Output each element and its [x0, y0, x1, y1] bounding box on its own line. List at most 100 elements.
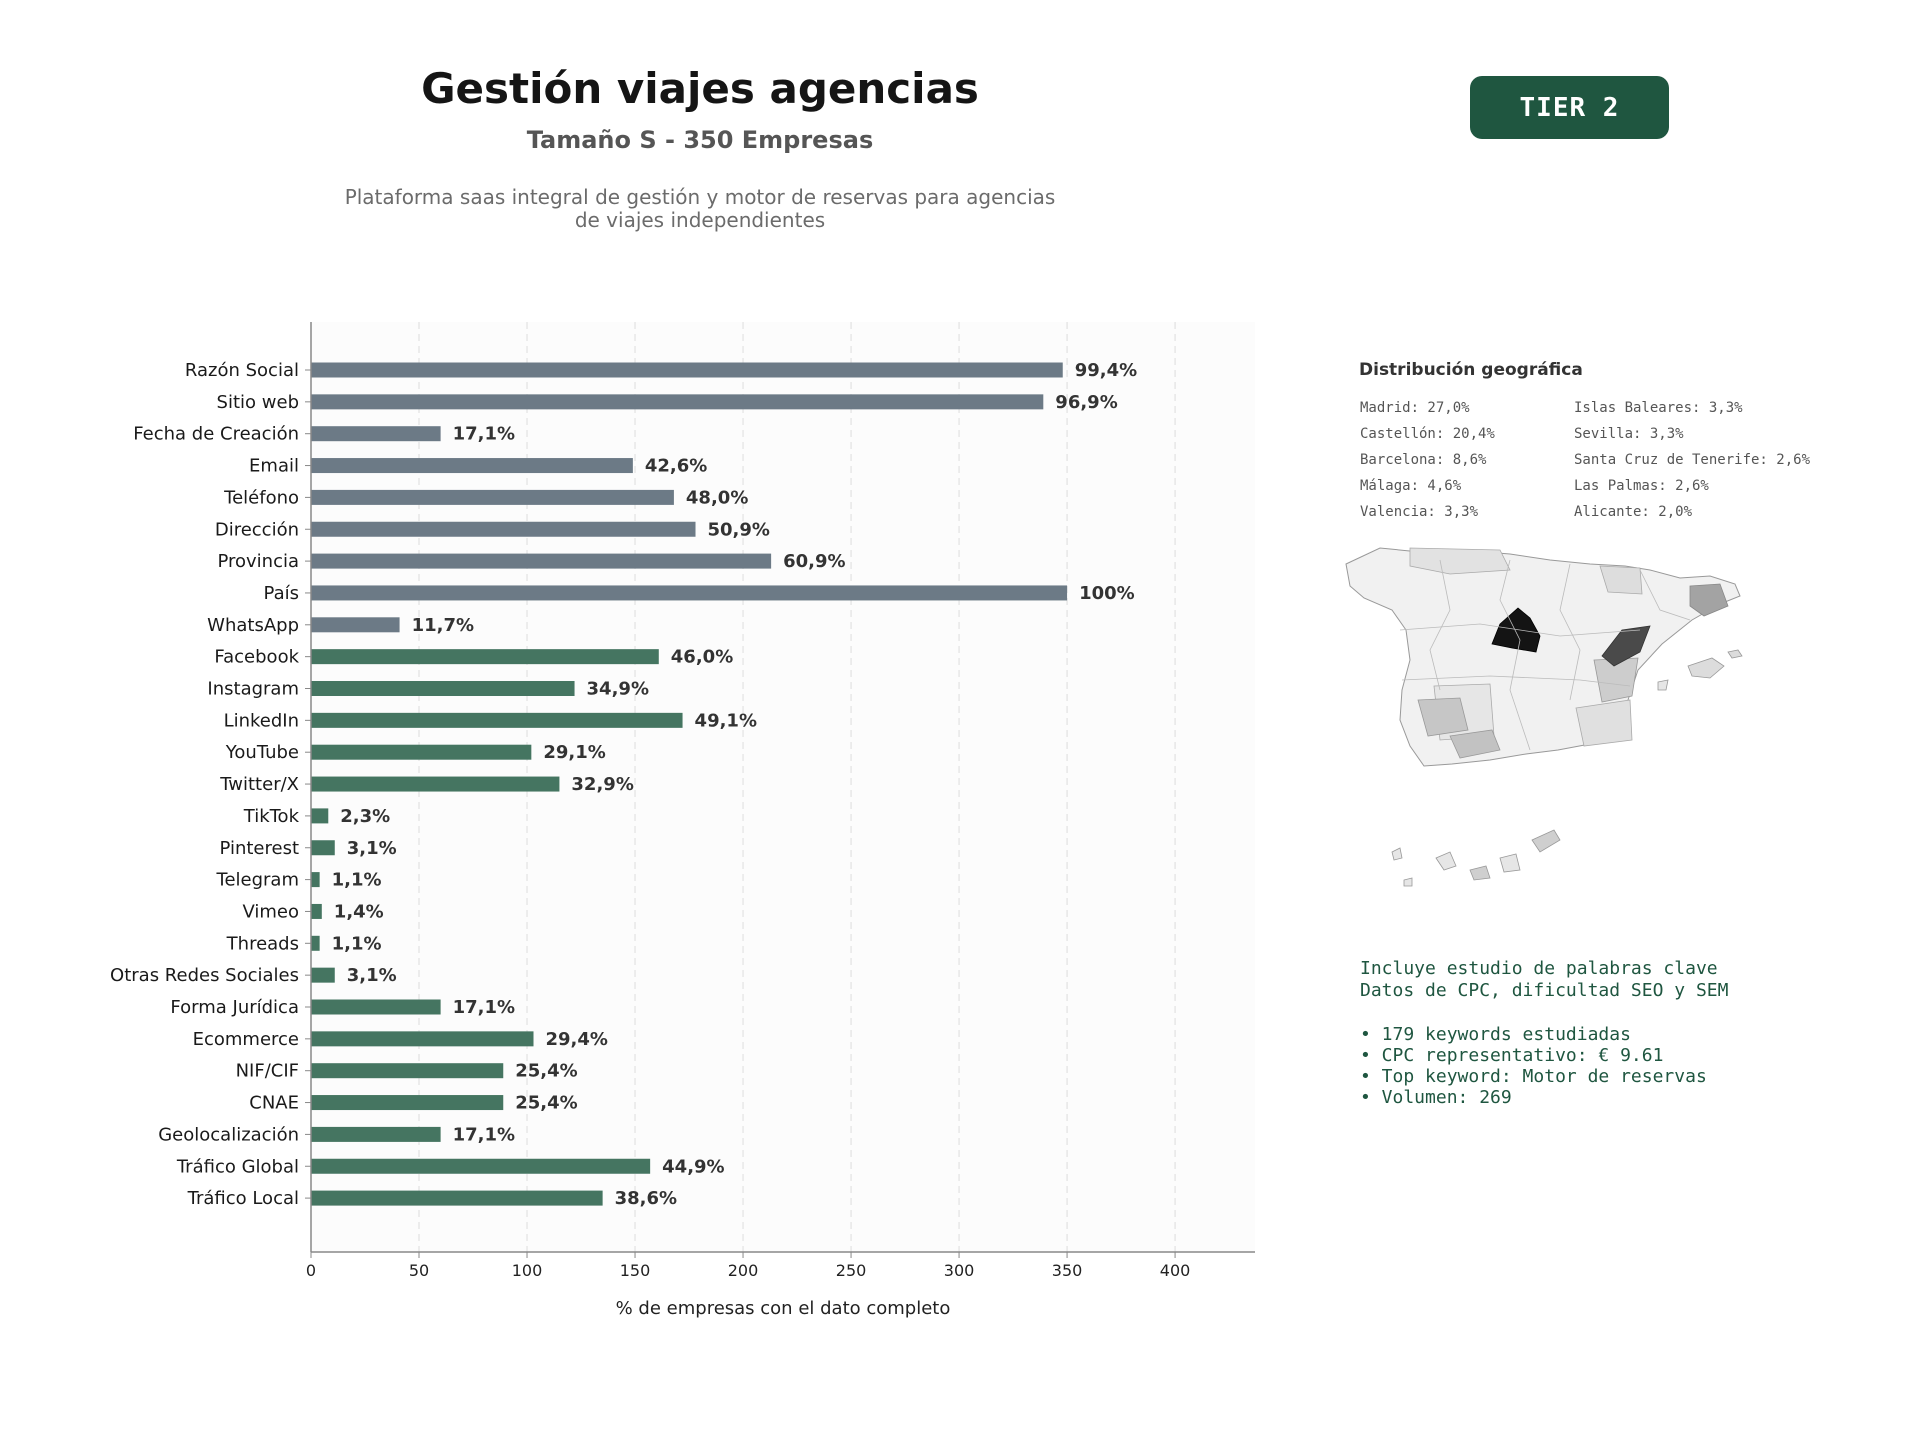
bar — [311, 776, 560, 792]
description: Plataforma saas integral de gestión y mo… — [310, 186, 1090, 232]
data-label: 1,4% — [334, 901, 384, 922]
data-label: 99,4% — [1075, 360, 1137, 381]
bar — [311, 999, 441, 1015]
keywords-bullet: • 179 keywords estudiadas — [1360, 1024, 1631, 1045]
x-tick-label: 250 — [836, 1261, 867, 1280]
data-label: 100% — [1079, 583, 1135, 604]
keywords-line-1: Incluye estudio de palabras clave — [1360, 958, 1718, 979]
category-label: Facebook — [214, 647, 299, 668]
geo-item: Sevilla: 3,3% — [1574, 426, 1684, 442]
category-label: YouTube — [225, 742, 299, 763]
data-label: 38,6% — [615, 1188, 677, 1209]
category-label: Fecha de Creación — [133, 424, 299, 445]
bar — [311, 458, 633, 474]
map-region-canarias — [1435, 851, 1457, 871]
data-label: 44,9% — [662, 1156, 724, 1177]
x-tick-label: 350 — [1052, 1261, 1083, 1280]
map-islet — [1391, 847, 1403, 861]
geo-item: Las Palmas: 2,6% — [1574, 478, 1709, 494]
data-label: 48,0% — [686, 487, 748, 508]
map-region-sevilla — [1417, 697, 1469, 737]
tier-badge: TIER 2 — [1470, 76, 1669, 139]
bar — [311, 1158, 651, 1174]
geo-item: Valencia: 3,3% — [1360, 504, 1479, 520]
data-label: 96,9% — [1055, 392, 1117, 413]
map-borders — [1399, 559, 1691, 751]
map-region-light — [1409, 547, 1511, 575]
bar — [311, 744, 532, 760]
data-label: 1,1% — [332, 933, 382, 954]
x-tick-label: 200 — [728, 1261, 759, 1280]
data-label: 11,7% — [412, 615, 474, 636]
category-label: País — [264, 583, 299, 604]
bar — [311, 1063, 504, 1079]
bar — [311, 649, 659, 665]
geo-item: Islas Baleares: 3,3% — [1574, 400, 1743, 416]
bar — [311, 712, 683, 728]
category-label: Ecommerce — [193, 1029, 299, 1050]
category-label: Teléfono — [223, 487, 299, 508]
data-label: 60,9% — [783, 551, 845, 572]
category-label: CNAE — [249, 1093, 299, 1114]
bar — [311, 362, 1063, 378]
map-region-light — [1599, 565, 1643, 595]
data-label: 1,1% — [332, 870, 382, 891]
x-tick-label: 0 — [306, 1261, 316, 1280]
x-tick-label: 50 — [409, 1261, 429, 1280]
page-subtitle: Tamaño S - 350 Empresas — [526, 126, 874, 154]
data-label: 34,9% — [587, 679, 649, 700]
category-label: Geolocalización — [158, 1124, 299, 1145]
bar — [311, 872, 320, 888]
category-label: Dirección — [215, 519, 299, 540]
bar — [311, 553, 772, 569]
bar — [311, 967, 335, 983]
map-region-castellon — [1601, 625, 1651, 667]
bar-layer: 99,4% 96,9% 17,1% 42,6% 48,0% 50,9% 60,9% 100% 1… — [311, 360, 1137, 1209]
category-label: Instagram — [207, 679, 299, 700]
description-line-2: de viajes independientes — [574, 208, 826, 232]
map-islet — [1403, 877, 1413, 887]
bar — [311, 808, 329, 824]
bar-chart: 99,4% 96,9% 17,1% 42,6% 48,0% 50,9% 60,9% 100% 1… — [110, 322, 1255, 1319]
data-label: 3,1% — [347, 965, 397, 986]
spain-map — [1345, 547, 1743, 887]
data-label: 17,1% — [453, 424, 515, 445]
map-islet — [1657, 679, 1669, 691]
x-tick-label: 150 — [620, 1261, 651, 1280]
bar — [311, 903, 322, 919]
bar — [311, 681, 575, 696]
geo-title: Distribución geográfica — [1359, 360, 1583, 380]
data-label: 17,1% — [453, 997, 515, 1018]
category-label: Vimeo — [242, 901, 299, 922]
category-label: Razón Social — [185, 360, 299, 381]
bar — [311, 935, 320, 951]
page-title: Gestión viajes agencias — [421, 64, 979, 113]
x-axis-label: % de empresas con el dato completo — [616, 1298, 951, 1319]
data-label: 50,9% — [708, 519, 770, 540]
map-region-barcelona — [1689, 583, 1729, 617]
category-label: Email — [249, 456, 299, 477]
geo-item: Santa Cruz de Tenerife: 2,6% — [1574, 452, 1811, 468]
geo-item: Barcelona: 8,6% — [1360, 452, 1487, 468]
category-label: TikTok — [243, 806, 300, 827]
x-tick-label: 100 — [512, 1261, 543, 1280]
data-label: 25,4% — [515, 1093, 577, 1114]
category-label: Tráfico Local — [187, 1188, 299, 1209]
map-region-canarias — [1531, 829, 1561, 853]
map-islet — [1727, 649, 1743, 659]
map-region-malaga — [1449, 729, 1501, 759]
keywords-line-2: Datos de CPC, dificultad SEO y SEM — [1360, 980, 1729, 1001]
keywords-bullet: • Volumen: 269 — [1360, 1087, 1512, 1108]
bar — [311, 1031, 534, 1047]
x-tick-label: 300 — [944, 1261, 975, 1280]
geo-item: Madrid: 27,0% — [1360, 400, 1470, 416]
map-region-baleares — [1687, 657, 1725, 679]
category-label: Sitio web — [217, 392, 299, 413]
category-label: Forma Jurídica — [170, 997, 299, 1018]
map-region-canarias — [1499, 853, 1521, 873]
bar — [311, 617, 400, 633]
bar — [311, 585, 1068, 601]
bar — [311, 489, 674, 505]
bar — [311, 840, 335, 856]
data-label: 32,9% — [571, 774, 633, 795]
